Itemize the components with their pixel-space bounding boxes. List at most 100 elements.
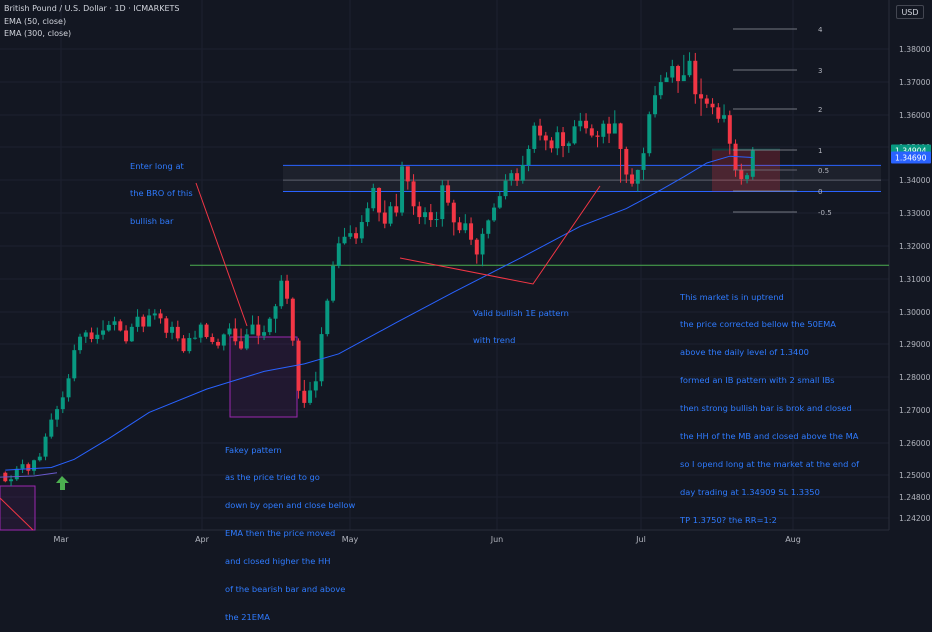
candle-body [658, 82, 663, 96]
candle-body [722, 115, 727, 119]
stop-loss-zone [712, 150, 780, 192]
candle-body [394, 206, 399, 213]
candle-body [158, 313, 163, 319]
candle-body [342, 236, 347, 244]
candle-body [302, 390, 307, 403]
currency-button[interactable]: USD [896, 5, 924, 19]
candle-body [129, 326, 134, 342]
candle-body [106, 324, 111, 331]
candle-body [647, 114, 652, 154]
candle-body [601, 123, 606, 137]
indicator-ema300-label[interactable]: EMA (300, close) [4, 29, 72, 38]
candle-body [549, 140, 554, 149]
price-tick-label: 1.36000 [899, 111, 931, 120]
corner-line [0, 497, 34, 531]
note-line: the BRO of this [130, 188, 193, 199]
candle-body [233, 328, 238, 342]
candle-body [308, 390, 313, 403]
candle-body [417, 206, 422, 218]
price-tick-label: 1.24800 [899, 493, 931, 502]
candle-body [520, 165, 525, 181]
note-line: so I opend long at the market at the end… [680, 458, 860, 469]
candle-body [693, 60, 698, 95]
candle-body [727, 115, 732, 144]
candle-body [411, 181, 416, 207]
price-tick-label: 1.30000 [899, 308, 931, 317]
candle-body [446, 185, 451, 203]
candle-body [670, 66, 675, 78]
note-line: formed an IB pattern with 2 small IBs [680, 375, 835, 386]
candle-body [164, 318, 169, 333]
time-axis[interactable]: Mar Apr May Jun Jul Aug [53, 535, 800, 544]
pattern-pointer-line [399, 185, 601, 285]
candle-body [49, 419, 54, 437]
candle-body [589, 128, 594, 136]
candle-body [210, 337, 215, 342]
indicator-ema50-label[interactable]: EMA (50, close) [4, 17, 67, 26]
price-tick-label: 1.24200 [899, 514, 931, 523]
candle-body [515, 173, 520, 181]
candle-body [704, 98, 709, 104]
fib-label: 2 [818, 106, 822, 114]
note-line: then strong bullish bar is brok and clos… [680, 403, 852, 414]
candle-body [365, 208, 370, 223]
note-line: bullish bar [130, 216, 174, 227]
candle-body [750, 150, 755, 177]
note-line: above the daily level of 1.3400 [680, 347, 809, 358]
note-line: Fakey pattern [225, 444, 282, 455]
note-line: EMA then the price moved [225, 528, 336, 539]
candle-body [681, 75, 686, 82]
fakey-box [229, 336, 298, 418]
candle-body [423, 212, 428, 218]
note-line: as the price tried to go [225, 472, 320, 483]
chart-title[interactable]: British Pound / U.S. Dollar · 1D · ICMAR… [4, 4, 180, 13]
candle-body [561, 132, 566, 146]
fib-label: 1 [818, 147, 822, 155]
price-tick-label: 1.26000 [899, 439, 931, 448]
candle-body [607, 123, 612, 134]
candle-body [193, 337, 198, 339]
candle-body [664, 77, 669, 83]
candle-body [26, 464, 31, 471]
fib-label: 0 [818, 188, 822, 196]
price-tick-label: 1.34000 [899, 176, 931, 185]
candle-body [319, 334, 324, 382]
candle-body [112, 321, 117, 325]
candle-body [687, 60, 692, 76]
candle-body [428, 212, 433, 221]
candle-body [135, 316, 140, 327]
price-axis[interactable]: 1.380001.370001.360001.350001.340001.330… [899, 45, 931, 523]
candle-body [83, 332, 88, 337]
candle-body [141, 316, 146, 327]
candle-body [584, 120, 589, 129]
market-analysis-note: This market is in uptrend the price corr… [680, 274, 859, 534]
price-tick-label: 1.28000 [899, 373, 931, 382]
candle-body [101, 330, 106, 335]
candle-body [635, 169, 640, 184]
candle-body [595, 135, 600, 137]
fib-label: 4 [818, 26, 823, 34]
candle-body [405, 166, 410, 182]
candle-body [543, 135, 548, 141]
candle-body [331, 265, 336, 301]
candle-body [538, 125, 543, 136]
valid-pattern-note: Valid bullish 1E pattern with trend [473, 290, 569, 355]
candle-body [89, 332, 94, 340]
candle-body [710, 103, 715, 108]
entry-band [712, 148, 780, 151]
candle-body [72, 350, 77, 379]
support-zone [283, 165, 881, 192]
candle-body [630, 174, 635, 184]
price-tick-label: 1.37000 [899, 78, 931, 87]
candle-body [43, 436, 48, 457]
price-chart[interactable]: 1.380001.370001.360001.350001.340001.330… [0, 0, 932, 550]
candle-body [227, 328, 232, 335]
candle-body [262, 332, 267, 336]
candle-body [486, 220, 491, 234]
candle-body [371, 187, 376, 209]
candle-body [457, 222, 462, 231]
ema-lines [0, 155, 753, 478]
note-line: the 21EMA [225, 611, 270, 622]
candle-body [55, 409, 60, 420]
